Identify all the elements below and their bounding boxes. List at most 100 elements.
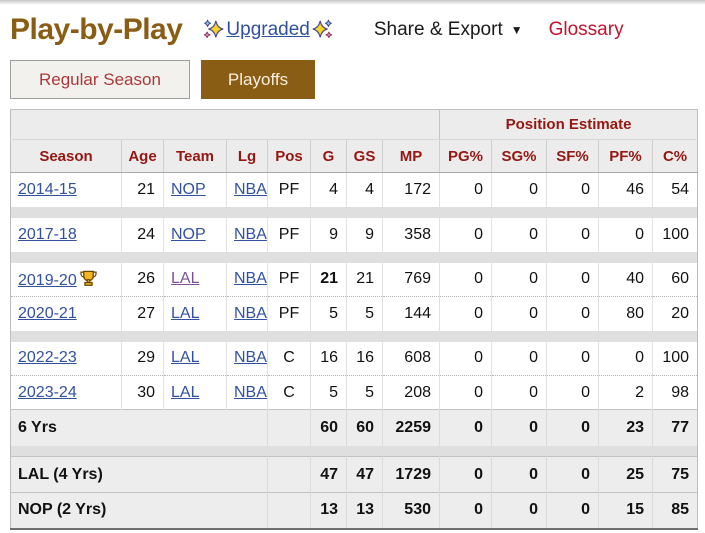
league-link[interactable]: NBA xyxy=(234,304,267,322)
share-export-menu[interactable]: Share & Export ▼ xyxy=(374,19,523,41)
team-link[interactable]: LAL xyxy=(171,349,200,367)
sf-cell: 0 xyxy=(546,409,599,446)
column-header-mp[interactable]: MP xyxy=(382,139,440,173)
team-cell: NOP xyxy=(163,172,227,207)
age-cell: 30 xyxy=(121,375,164,410)
age-cell: 29 xyxy=(121,341,164,376)
team-link[interactable]: NOP xyxy=(171,225,206,243)
age-cell: 24 xyxy=(121,217,164,252)
column-header-season[interactable]: Season xyxy=(10,139,122,173)
column-header-age[interactable]: Age xyxy=(121,139,164,173)
c-cell: 100 xyxy=(652,217,698,252)
gs-cell: 5 xyxy=(346,296,383,331)
spacer-cell xyxy=(10,251,698,263)
team-link[interactable]: LAL xyxy=(171,304,200,322)
league-cell: NBA xyxy=(226,375,268,410)
pg-cell: 0 xyxy=(439,217,492,252)
glossary-link[interactable]: Glossary xyxy=(548,19,624,40)
c-cell: 85 xyxy=(652,492,698,529)
page-title: Play-by-Play xyxy=(10,13,183,46)
column-header-pos[interactable]: Pos xyxy=(267,139,311,173)
column-header-pgpct[interactable]: PG% xyxy=(439,139,492,173)
g-cell: 60 xyxy=(310,409,347,446)
season-link[interactable]: 2020-21 xyxy=(18,304,77,322)
sf-cell: 0 xyxy=(546,492,599,529)
age-cell: 27 xyxy=(121,296,164,331)
season-link[interactable]: 2014-15 xyxy=(18,180,77,198)
sf-cell: 0 xyxy=(546,296,599,331)
league-link[interactable]: NBA xyxy=(234,270,267,288)
tab-playoffs[interactable]: Playoffs xyxy=(200,60,316,99)
column-header-sgpct[interactable]: SG% xyxy=(491,139,547,173)
top-shadow xyxy=(0,0,705,5)
group-header-blank xyxy=(10,109,440,140)
table-row: 2014-15 21 NOP NBA PF 4 4 172 0 0 0 46 54 xyxy=(10,172,698,207)
column-header-sfpct[interactable]: SF% xyxy=(546,139,599,173)
season-cell: 2019-20 xyxy=(10,262,122,297)
tab-regular-season[interactable]: Regular Season xyxy=(10,60,190,99)
team-link[interactable]: NOP xyxy=(171,180,206,198)
team-link[interactable]: LAL xyxy=(171,383,200,401)
league-link[interactable]: NBA xyxy=(234,349,267,367)
sparkles-icon xyxy=(311,19,333,41)
pf-cell: 2 xyxy=(598,375,653,410)
total-row: 6 Yrs 60 60 2259 0 0 0 23 77 xyxy=(10,409,698,446)
sg-cell: 0 xyxy=(491,296,547,331)
table-row: 2022-23 29 LAL NBA C 16 16 608 0 0 0 0 100 xyxy=(10,341,698,376)
caret-down-icon: ▼ xyxy=(510,23,523,37)
spacer-row xyxy=(10,445,698,457)
league-link[interactable]: NBA xyxy=(234,180,267,198)
pos-cell: PF xyxy=(267,262,311,297)
season-cell: 2022-23 xyxy=(10,341,122,376)
mp-cell: 358 xyxy=(382,217,440,252)
team-link[interactable]: LAL xyxy=(171,270,200,288)
pg-cell: 0 xyxy=(439,262,492,297)
season-link[interactable]: 2019-20 xyxy=(18,271,77,289)
pf-cell: 25 xyxy=(598,456,653,493)
mp-cell: 530 xyxy=(382,492,440,529)
season-cell: 2020-21 xyxy=(10,296,122,331)
league-link[interactable]: NBA xyxy=(234,225,267,243)
column-header-team[interactable]: Team xyxy=(163,139,227,173)
spacer-row xyxy=(10,251,698,263)
table-row: 2023-24 30 LAL NBA C 5 5 208 0 0 0 2 98 xyxy=(10,375,698,410)
team-cell: NOP xyxy=(163,217,227,252)
g-cell: 21 xyxy=(310,262,347,297)
column-header-g[interactable]: G xyxy=(310,139,347,173)
season-cell: 2023-24 xyxy=(10,375,122,410)
spacer-cell xyxy=(10,445,698,457)
pg-cell: 0 xyxy=(439,492,492,529)
c-cell: 98 xyxy=(652,375,698,410)
gs-cell: 13 xyxy=(346,492,383,529)
gs-cell: 16 xyxy=(346,341,383,376)
trophy-icon xyxy=(80,270,97,286)
upgraded-badge: Upgraded xyxy=(202,19,333,41)
pg-cell: 0 xyxy=(439,296,492,331)
column-header-lg[interactable]: Lg xyxy=(226,139,268,173)
sf-cell: 0 xyxy=(546,341,599,376)
gs-cell: 4 xyxy=(346,172,383,207)
pg-cell: 0 xyxy=(439,172,492,207)
league-cell: NBA xyxy=(226,341,268,376)
season-link[interactable]: 2022-23 xyxy=(18,349,77,367)
season-link[interactable]: 2017-18 xyxy=(18,225,77,243)
league-cell: NBA xyxy=(226,262,268,297)
season-link[interactable]: 2023-24 xyxy=(18,383,77,401)
league-link[interactable]: NBA xyxy=(234,383,267,401)
mp-cell: 208 xyxy=(382,375,440,410)
age-cell: 26 xyxy=(121,262,164,297)
spacer-row xyxy=(10,206,698,218)
sg-cell: 0 xyxy=(491,341,547,376)
c-cell: 75 xyxy=(652,456,698,493)
column-header-pfpct[interactable]: PF% xyxy=(598,139,653,173)
upgraded-link[interactable]: Upgraded xyxy=(226,19,310,40)
sg-cell: 0 xyxy=(491,456,547,493)
column-header-cpct[interactable]: C% xyxy=(652,139,698,173)
total-label-cell: 6 Yrs xyxy=(10,409,268,446)
sf-cell: 0 xyxy=(546,217,599,252)
season-cell: 2017-18 xyxy=(10,217,122,252)
c-cell: 100 xyxy=(652,341,698,376)
c-cell: 20 xyxy=(652,296,698,331)
spacer-cell xyxy=(10,330,698,342)
column-header-gs[interactable]: GS xyxy=(346,139,383,173)
